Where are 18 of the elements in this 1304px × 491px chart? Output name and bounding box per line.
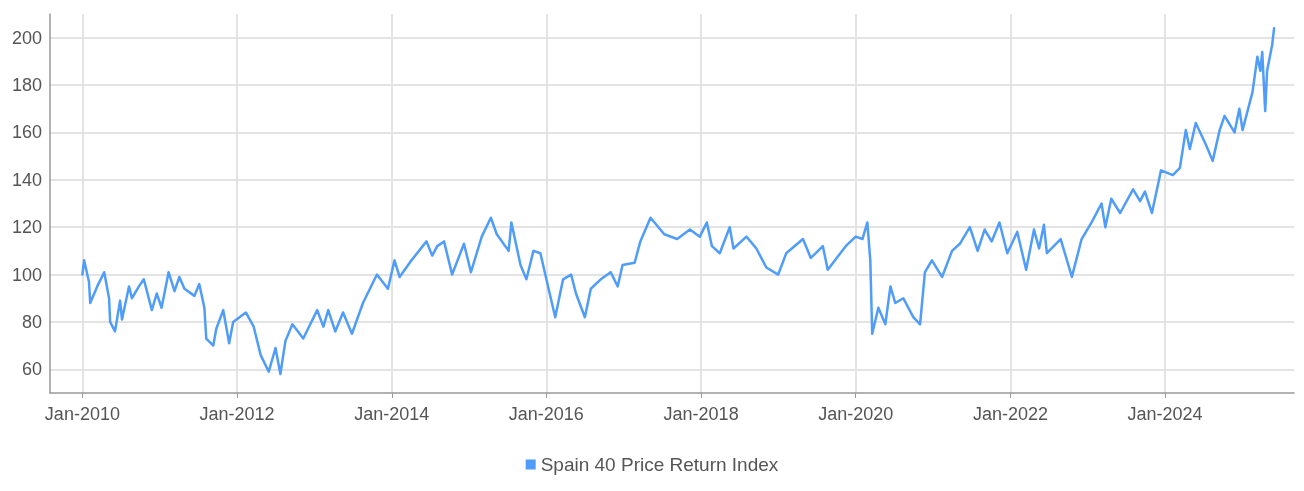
y-tick-label: 100 [11, 264, 42, 285]
x-tick-label: Jan-2024 [1127, 404, 1203, 424]
y-tick-label: 60 [21, 359, 42, 380]
y-tick-label: 200 [11, 27, 42, 48]
x-tick-label: Jan-2010 [44, 404, 120, 424]
x-tick-label: Jan-2018 [663, 404, 739, 424]
y-tick-label: 180 [11, 75, 42, 96]
line-series [81, 26, 1276, 376]
x-tick-label: Jan-2022 [972, 404, 1049, 424]
x-tick-label: Jan-2016 [508, 404, 584, 424]
x-tick-label: Jan-2012 [199, 404, 275, 424]
y-tick-label: 140 [11, 169, 42, 190]
legend-label: Spain 40 Price Return Index [540, 454, 779, 475]
y-tick-label: 120 [11, 217, 42, 238]
x-tick-label: Jan-2020 [818, 404, 894, 424]
y-tick-label: 160 [11, 122, 42, 143]
y-tick-label: 80 [21, 311, 42, 332]
x-tick-label: Jan-2014 [354, 404, 430, 424]
